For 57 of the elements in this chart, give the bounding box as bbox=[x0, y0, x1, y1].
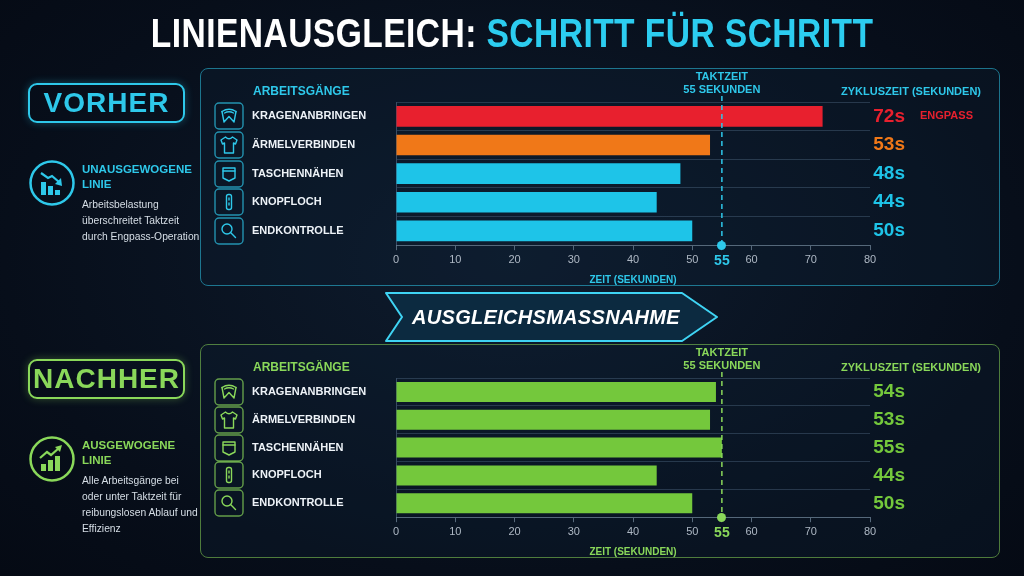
x-tick-label: 50 bbox=[686, 524, 699, 537]
data-label: 50s bbox=[873, 219, 905, 241]
y-tick-label: TASCHENNÄHEN bbox=[252, 166, 344, 179]
x-tick-label: 40 bbox=[626, 524, 640, 537]
y-tick-label: ÄRMELVERBINDEN bbox=[252, 137, 356, 150]
x-tick-label: 60 bbox=[745, 252, 758, 265]
text: ZYKLUSZEIT (SEKUNDEN) bbox=[841, 361, 981, 373]
x-tick-label: 70 bbox=[804, 524, 817, 537]
data-label: 53s bbox=[873, 133, 905, 155]
data-label: 44s bbox=[873, 463, 905, 485]
x-axis-title: ZEIT (SEKUNDEN) bbox=[589, 545, 677, 557]
text: UNAUSGEWOGENE LINIE bbox=[82, 163, 192, 190]
ref-line-label: TAKTZEIT 55 SEKUNDEN bbox=[683, 346, 761, 372]
data-label: 53s bbox=[873, 407, 905, 429]
text: ENGPASS bbox=[920, 109, 973, 122]
x-tick-label: 10 bbox=[449, 252, 462, 265]
x-tick-label: 10 bbox=[449, 524, 462, 537]
x-tick-label: 30 bbox=[567, 524, 580, 537]
text: ZYKLUSZEIT (SEKUNDEN) bbox=[841, 85, 981, 97]
x-tick-label: 80 bbox=[863, 524, 877, 537]
data-label: 54s bbox=[873, 380, 905, 402]
y-tick-label: KNOPFLOCH bbox=[252, 468, 322, 481]
text: NACHHER bbox=[33, 363, 180, 394]
x-tick-label: 0 bbox=[392, 524, 400, 537]
y-axis-title: ARBEITSGÄNGE bbox=[253, 360, 350, 374]
x-tick-label: 30 bbox=[567, 252, 580, 265]
x-tick-label: 60 bbox=[745, 524, 758, 537]
y-tick-label: ÄRMELVERBINDEN bbox=[252, 412, 356, 425]
x-axis-title: ZEIT (SEKUNDEN) bbox=[589, 273, 677, 285]
text: AUSGEWOGENE LINIE bbox=[82, 439, 176, 466]
ref-line-label: TAKTZEIT 55 SEKUNDEN bbox=[683, 70, 761, 96]
x-tick-label: 80 bbox=[863, 252, 877, 265]
x-tick-label: 50 bbox=[686, 252, 699, 265]
y-tick-label: ENDKONTROLLE bbox=[252, 223, 344, 236]
text: AUSGLEICHSMASSNAHME bbox=[412, 305, 680, 329]
y-tick-label: TASCHENNÄHEN bbox=[252, 440, 344, 453]
data-label: 48s bbox=[873, 161, 905, 183]
y-axis-title: ARBEITSGÄNGE bbox=[253, 84, 350, 98]
text: LINIENAUSGLEICH: SCHRITT FÜR SCHRITT bbox=[150, 11, 874, 55]
x-tick-label: 0 bbox=[392, 252, 400, 265]
x-tick-label: 20 bbox=[508, 524, 521, 537]
text: Arbeitsbelastung überschreitet Taktzeit durch Engpass-Operation bbox=[82, 199, 200, 242]
x-tick-label: 40 bbox=[626, 252, 640, 265]
data-label: 55s bbox=[873, 435, 905, 457]
y-tick-label: KRAGENANBRINGEN bbox=[252, 384, 367, 397]
x-tick-label: 20 bbox=[508, 252, 521, 265]
y-tick-label: ENDKONTROLLE bbox=[252, 496, 344, 509]
x-tick-label: 55 bbox=[714, 524, 730, 541]
data-label: 72s bbox=[873, 104, 905, 126]
y-tick-label: KRAGENANBRINGEN bbox=[252, 109, 367, 122]
y-tick-label: KNOPFLOCH bbox=[252, 195, 322, 208]
data-label: 50s bbox=[873, 491, 905, 513]
x-tick-label: 55 bbox=[714, 252, 730, 269]
x-tick-label: 70 bbox=[804, 252, 817, 265]
text: Alle Arbeitsgänge bei oder unter Taktzeit für reibungslosen Ablauf und Effizienz bbox=[82, 475, 198, 534]
text: VORHER bbox=[43, 87, 170, 118]
data-label: 44s bbox=[873, 190, 905, 212]
